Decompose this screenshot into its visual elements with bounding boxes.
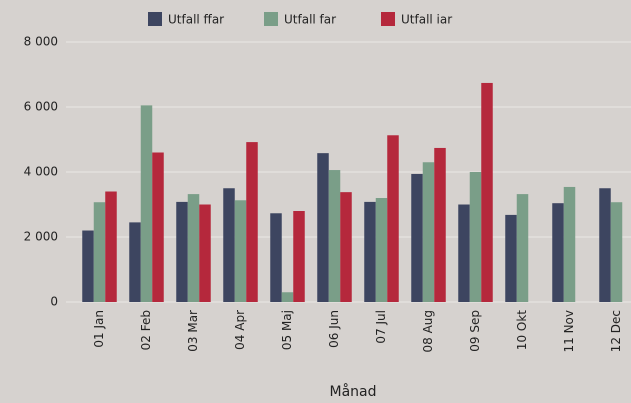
bar bbox=[340, 192, 352, 302]
bar bbox=[364, 201, 376, 302]
bar bbox=[129, 222, 141, 302]
bar bbox=[375, 198, 388, 302]
x-tick-label: 10 Okt bbox=[515, 310, 529, 350]
x-tick-label: 03 Mar bbox=[186, 310, 200, 352]
bar bbox=[82, 230, 94, 302]
bar bbox=[458, 204, 470, 302]
x-tick-label: 06 Jun bbox=[327, 310, 341, 348]
y-tick-label: 0 bbox=[50, 295, 58, 309]
bar bbox=[387, 135, 399, 302]
bar bbox=[434, 147, 446, 302]
bar bbox=[505, 214, 517, 302]
legend-label: Utfall iar bbox=[401, 13, 452, 27]
x-tick-label: 05 Maj bbox=[280, 310, 294, 350]
bar bbox=[599, 188, 611, 302]
bar bbox=[411, 173, 423, 302]
bar bbox=[199, 204, 211, 302]
x-tick-label: 12 Dec bbox=[609, 310, 623, 352]
bar bbox=[317, 153, 329, 302]
bar bbox=[234, 200, 247, 302]
bar bbox=[246, 142, 258, 302]
bar bbox=[516, 194, 529, 302]
x-tick-label: 09 Sep bbox=[468, 310, 482, 352]
legend-label: Utfall ffar bbox=[168, 13, 224, 27]
x-axis-label: Månad bbox=[330, 383, 377, 400]
bar bbox=[105, 191, 117, 302]
bar bbox=[93, 202, 106, 302]
bar bbox=[281, 292, 294, 302]
bar bbox=[469, 172, 482, 302]
y-tick-label: 8 000 bbox=[24, 35, 58, 49]
legend-label: Utfall far bbox=[284, 13, 336, 27]
bar bbox=[176, 201, 188, 302]
bar bbox=[422, 162, 435, 302]
x-tick-label: 11 Nov bbox=[562, 310, 576, 353]
legend-swatch bbox=[381, 12, 395, 26]
x-tick-label: 04 Apr bbox=[233, 310, 247, 350]
bar bbox=[152, 152, 164, 302]
x-tick-label: 08 Aug bbox=[421, 310, 435, 353]
y-tick-label: 6 000 bbox=[24, 100, 58, 114]
bar bbox=[270, 213, 282, 302]
bar bbox=[187, 194, 200, 302]
legend-swatch bbox=[264, 12, 278, 26]
bar bbox=[328, 170, 341, 302]
bar bbox=[563, 186, 576, 302]
x-tick-label: 01 Jan bbox=[92, 310, 106, 348]
y-tick-label: 2 000 bbox=[24, 230, 58, 244]
x-tick-label: 07 Jul bbox=[374, 310, 388, 344]
legend-swatch bbox=[148, 12, 162, 26]
bar bbox=[610, 202, 623, 302]
bar bbox=[481, 82, 493, 302]
bar bbox=[552, 203, 564, 302]
y-tick-label: 4 000 bbox=[24, 165, 58, 179]
x-tick-label: 02 Feb bbox=[139, 310, 153, 350]
bar bbox=[223, 188, 235, 302]
bar bbox=[140, 105, 153, 302]
bar bbox=[293, 211, 305, 302]
